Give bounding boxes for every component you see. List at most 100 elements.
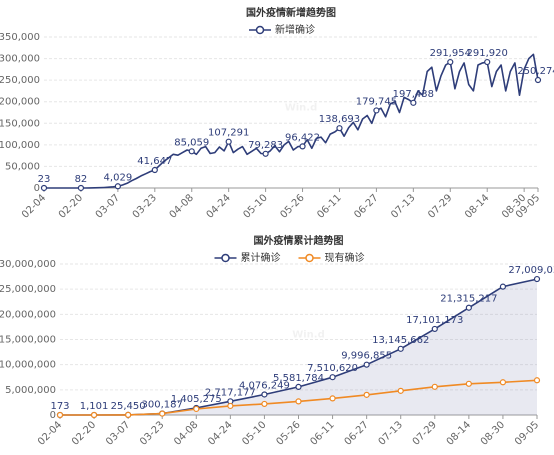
x-tick-label: 06-27 — [352, 192, 380, 220]
point — [465, 304, 472, 311]
x-tick-label: 02-04 — [20, 192, 48, 220]
legend-label: 新增确诊 — [275, 23, 315, 36]
y-tick-label: 0 — [34, 183, 40, 194]
legend-marker — [221, 253, 230, 263]
data-label: 96,422 — [285, 132, 320, 143]
point — [90, 411, 98, 419]
data-label: 79,283 — [248, 140, 283, 151]
y-tick-label: 25,000,000 — [0, 284, 56, 295]
legend-marker — [305, 253, 314, 263]
x-tick-label: 03-07 — [94, 192, 122, 220]
x-tick-label: 03-23 — [131, 192, 159, 220]
point — [373, 107, 380, 114]
data-label: 17,101,173 — [406, 315, 463, 326]
x-tick-label: 08-30 — [479, 419, 507, 447]
data-label: 4,029 — [104, 172, 133, 183]
x-tick-label: 05-26 — [274, 419, 302, 447]
point — [151, 166, 158, 174]
y-tick-label: 200,000 — [0, 97, 40, 108]
data-label: 291,954 — [430, 48, 471, 59]
x-tick-label: 07-29 — [411, 419, 439, 447]
x-tick-label: 02-20 — [70, 419, 98, 447]
x-tick-label: 04-08 — [168, 192, 196, 220]
x-tick-label: 05-10 — [242, 192, 270, 220]
x-tick-label: 07-13 — [377, 419, 405, 447]
area — [60, 279, 537, 415]
point — [484, 58, 491, 66]
point — [261, 400, 268, 408]
x-tick-label: 04-24 — [206, 419, 234, 447]
point — [329, 395, 336, 402]
legend-label: 现有确诊 — [325, 251, 365, 264]
data-label: 1,405,275 — [171, 394, 222, 405]
y-tick-label: 0 — [50, 410, 56, 421]
point — [410, 99, 417, 106]
data-label: 197,438 — [393, 89, 434, 100]
point — [447, 58, 454, 66]
data-label: 82 — [75, 174, 88, 185]
x-tick-label: 09-05 — [513, 419, 541, 447]
data-label: 1,101 — [80, 401, 109, 412]
point — [295, 398, 302, 405]
data-label: 179,745 — [356, 96, 397, 107]
point — [329, 374, 336, 381]
point — [533, 275, 541, 283]
watermark: Win.d — [285, 103, 318, 114]
point — [227, 402, 234, 410]
point — [397, 387, 404, 394]
y-tick-label: 50,000 — [5, 161, 40, 172]
point — [499, 379, 507, 386]
y-tick-label: 250,000 — [0, 75, 40, 86]
data-label: 25,450 — [111, 401, 146, 412]
data-label: 27,009,030 — [508, 265, 554, 276]
x-tick-label: 06-11 — [315, 192, 343, 220]
x-tick-label: 07-13 — [389, 192, 417, 220]
point — [262, 150, 269, 157]
y-tick-label: 300,000 — [0, 54, 40, 65]
y-tick-label: 150,000 — [0, 118, 40, 129]
point — [295, 383, 302, 391]
data-label: 2,717,177 — [205, 387, 256, 398]
point — [534, 76, 542, 84]
point — [193, 405, 200, 413]
y-tick-label: 5,000,000 — [5, 385, 56, 396]
point — [397, 345, 404, 352]
data-label: 7,510,620 — [307, 363, 358, 374]
x-tick-label: 03-23 — [138, 419, 166, 447]
x-tick-label: 06-11 — [308, 419, 336, 447]
point — [363, 361, 370, 368]
point — [40, 184, 48, 192]
x-tick-label: 06-27 — [343, 419, 371, 447]
x-tick-label: 08-14 — [463, 192, 491, 220]
data-label: 4,076,249 — [239, 380, 290, 391]
x-tick-label: 08-14 — [445, 419, 473, 447]
chart-title: 国外疫情新增趋势图 — [246, 6, 336, 19]
y-tick-label: 350,000 — [0, 32, 40, 43]
chart-title: 国外疫情累计趋势图 — [254, 234, 344, 247]
point — [431, 325, 438, 333]
x-tick-label: 07-29 — [426, 192, 454, 220]
point — [261, 391, 268, 398]
data-label: 291,920 — [467, 48, 508, 59]
y-tick-label: 20,000,000 — [0, 309, 56, 320]
y-tick-label: 10,000,000 — [0, 360, 56, 371]
point — [465, 380, 472, 387]
data-label: 5,581,784 — [273, 373, 324, 384]
data-label: 9,996,855 — [341, 351, 392, 362]
point — [299, 143, 306, 150]
point — [499, 283, 507, 290]
point — [56, 411, 64, 419]
legend-label: 累计确诊 — [241, 251, 281, 264]
point — [188, 148, 195, 155]
x-tick-label: 02-04 — [36, 419, 64, 447]
x-tick-label: 04-08 — [172, 419, 200, 447]
data-label: 173 — [50, 401, 69, 412]
y-tick-label: 15,000,000 — [0, 335, 56, 346]
point — [225, 138, 232, 145]
y-tick-label: 100,000 — [0, 140, 40, 151]
data-label: 138,693 — [319, 114, 360, 125]
x-tick-label: 05-10 — [240, 419, 268, 447]
line — [44, 53, 539, 189]
point — [114, 183, 121, 190]
